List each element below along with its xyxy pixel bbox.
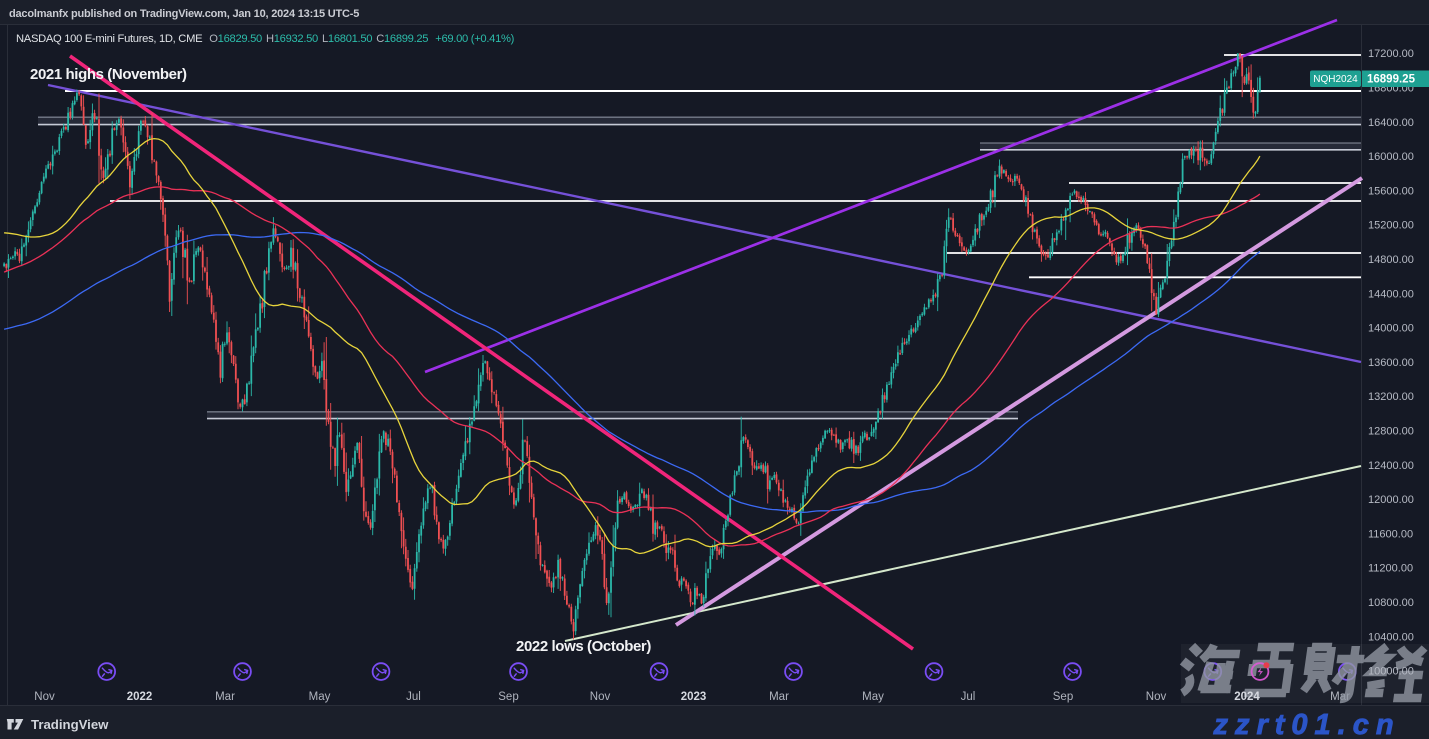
- svg-text:NASDAQ 100 E-mini Futures, 1D,: NASDAQ 100 E-mini Futures, 1D, CME O16829…: [16, 33, 515, 45]
- svg-text:Jul: Jul: [406, 691, 421, 703]
- svg-text:14400.00: 14400.00: [1368, 288, 1414, 300]
- svg-text:2024: 2024: [1234, 691, 1260, 703]
- svg-text:12000.00: 12000.00: [1368, 494, 1414, 506]
- svg-text:13200.00: 13200.00: [1368, 391, 1414, 403]
- svg-text:Sep: Sep: [1053, 691, 1073, 703]
- svg-text:10000.00: 10000.00: [1368, 666, 1414, 678]
- svg-text:15600.00: 15600.00: [1368, 185, 1414, 197]
- svg-text:2022: 2022: [127, 691, 153, 703]
- svg-text:16000.00: 16000.00: [1368, 151, 1414, 163]
- svg-text:2023: 2023: [681, 691, 707, 703]
- svg-text:2022 lows (October): 2022 lows (October): [516, 638, 651, 655]
- svg-text:Mar: Mar: [769, 691, 789, 703]
- svg-text:NQH2024: NQH2024: [1313, 74, 1358, 85]
- svg-text:Jul: Jul: [961, 691, 976, 703]
- svg-text:TradingView: TradingView: [31, 717, 109, 732]
- svg-text:dacolmanfx published on Tradin: dacolmanfx published on TradingView.com,…: [9, 8, 359, 20]
- svg-text:17200.00: 17200.00: [1368, 48, 1414, 60]
- svg-text:16400.00: 16400.00: [1368, 117, 1414, 129]
- svg-text:11600.00: 11600.00: [1368, 528, 1413, 540]
- svg-text:10400.00: 10400.00: [1368, 631, 1414, 643]
- svg-text:Sep: Sep: [498, 691, 518, 703]
- svg-text:16899.25: 16899.25: [1367, 74, 1416, 86]
- svg-text:2021 highs (November): 2021 highs (November): [30, 66, 187, 83]
- svg-text:10800.00: 10800.00: [1368, 597, 1414, 609]
- svg-text:14000.00: 14000.00: [1368, 323, 1414, 335]
- svg-text:zzrt01.cn: zzrt01.cn: [1212, 709, 1400, 739]
- svg-text:Nov: Nov: [34, 691, 55, 703]
- svg-text:Nov: Nov: [590, 691, 611, 703]
- svg-text:Nov: Nov: [1146, 691, 1167, 703]
- svg-text:May: May: [309, 691, 331, 703]
- svg-text:14800.00: 14800.00: [1368, 254, 1414, 266]
- svg-text:11200.00: 11200.00: [1368, 563, 1413, 575]
- svg-text:12400.00: 12400.00: [1368, 460, 1414, 472]
- svg-text:May: May: [862, 691, 884, 703]
- svg-text:12800.00: 12800.00: [1368, 426, 1414, 438]
- svg-text:Mar: Mar: [215, 691, 235, 703]
- svg-text:15200.00: 15200.00: [1368, 220, 1414, 232]
- svg-text:13600.00: 13600.00: [1368, 357, 1414, 369]
